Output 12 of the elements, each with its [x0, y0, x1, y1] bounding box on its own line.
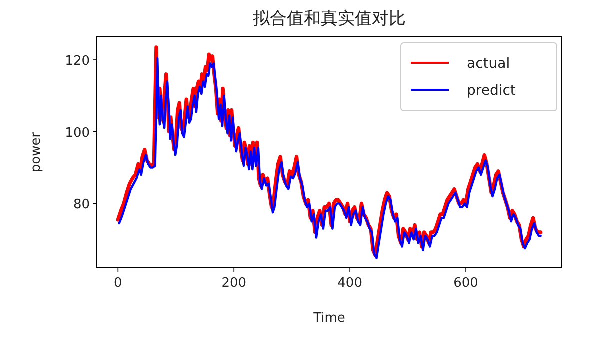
x-tick-label: 200 [222, 276, 247, 291]
legend-label: actual [467, 56, 510, 72]
y-tick-label: 120 [65, 54, 90, 69]
x-tick-label: 600 [454, 276, 478, 291]
chart-title: 拟合值和真实值对比 [253, 9, 406, 29]
x-tick-label: 0 [114, 276, 122, 291]
x-tick-label: 400 [338, 276, 362, 291]
legend-label: predict [467, 83, 516, 99]
y-axis-title: power [29, 132, 44, 173]
y-tick-label: 80 [73, 198, 90, 213]
y-tick-label: 100 [65, 126, 90, 141]
x-axis-title: Time [312, 311, 346, 326]
